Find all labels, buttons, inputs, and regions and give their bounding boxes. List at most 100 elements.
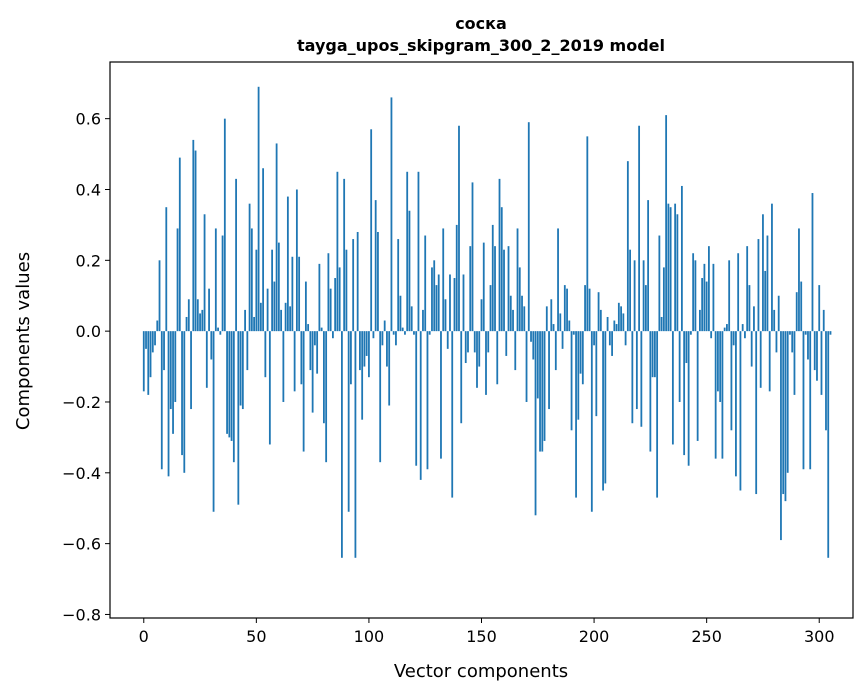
bar [541, 331, 544, 452]
bar [809, 331, 812, 470]
bar [721, 331, 724, 459]
y-tick-label: −0.4 [62, 464, 101, 483]
bar [561, 331, 564, 349]
bar [620, 306, 622, 332]
bar [701, 278, 704, 332]
bar [732, 331, 735, 346]
bar [660, 316, 663, 332]
bar [638, 125, 641, 332]
bar [717, 331, 719, 392]
bar [764, 270, 767, 332]
bar [264, 331, 267, 378]
chart-title: соска [455, 14, 507, 33]
bar [811, 193, 814, 332]
bar [482, 242, 485, 332]
x-tick-label: 300 [804, 627, 835, 646]
bar [651, 331, 654, 378]
bar [685, 331, 688, 364]
bar [485, 331, 487, 395]
bar [827, 331, 830, 558]
bar [509, 295, 512, 332]
bar [822, 309, 825, 332]
bar [665, 115, 668, 332]
bar [649, 331, 652, 452]
bar [489, 285, 492, 332]
bar [345, 249, 348, 332]
bar [295, 189, 298, 332]
x-axis-label: Vector components [394, 661, 568, 682]
bar [694, 260, 697, 332]
bar [183, 331, 186, 473]
bar [462, 274, 465, 332]
bar [277, 242, 280, 332]
x-tick-label: 100 [354, 627, 385, 646]
bar [611, 331, 613, 356]
y-tick-label: −0.2 [62, 393, 101, 412]
bar [737, 253, 740, 332]
bar [656, 331, 659, 498]
bar [320, 327, 323, 332]
bar [807, 331, 809, 360]
x-tick-label: 50 [246, 627, 266, 646]
bar [786, 331, 789, 473]
bar [757, 239, 760, 332]
bar [449, 274, 451, 332]
bar [536, 331, 539, 399]
bar [142, 331, 145, 392]
bar [728, 260, 731, 332]
bar [253, 316, 255, 332]
bar [185, 316, 188, 332]
bar [550, 299, 553, 332]
bar [777, 295, 780, 332]
bar [527, 122, 530, 332]
bar [820, 331, 823, 395]
bar [341, 331, 343, 558]
bar [390, 97, 393, 332]
bar [374, 200, 377, 332]
y-tick-label: 0.0 [76, 322, 101, 341]
bar [784, 331, 787, 502]
bar [575, 331, 577, 498]
bar [172, 331, 174, 434]
bar [399, 295, 402, 332]
bar [347, 331, 350, 512]
bar [372, 331, 375, 339]
bar [505, 331, 508, 356]
bar [739, 331, 742, 491]
bar [271, 249, 274, 332]
bar [311, 331, 314, 413]
bar [521, 295, 523, 332]
bar [723, 327, 726, 332]
bar [169, 331, 172, 410]
bar [606, 316, 609, 332]
bar [658, 235, 661, 332]
bar [363, 331, 366, 367]
bar [442, 228, 445, 332]
bar [800, 281, 803, 332]
bar [257, 86, 260, 332]
bar [503, 249, 505, 332]
bar [563, 285, 566, 332]
bar [226, 331, 228, 434]
y-tick-label: 0.2 [76, 251, 101, 270]
bar [370, 129, 373, 332]
bar [789, 331, 791, 335]
bar [214, 228, 217, 332]
bar [352, 239, 355, 332]
bar [818, 285, 821, 332]
bar [433, 260, 436, 332]
bar [813, 331, 816, 371]
bar [568, 320, 571, 332]
bar [230, 331, 233, 441]
bar [280, 309, 283, 332]
bar [496, 331, 499, 385]
bar [581, 331, 584, 385]
bar [160, 331, 163, 470]
bar [597, 292, 600, 332]
bar [446, 331, 449, 349]
bar [208, 288, 210, 332]
bar [804, 331, 807, 335]
bar [771, 203, 773, 332]
bar [401, 327, 404, 332]
bar [748, 285, 751, 332]
